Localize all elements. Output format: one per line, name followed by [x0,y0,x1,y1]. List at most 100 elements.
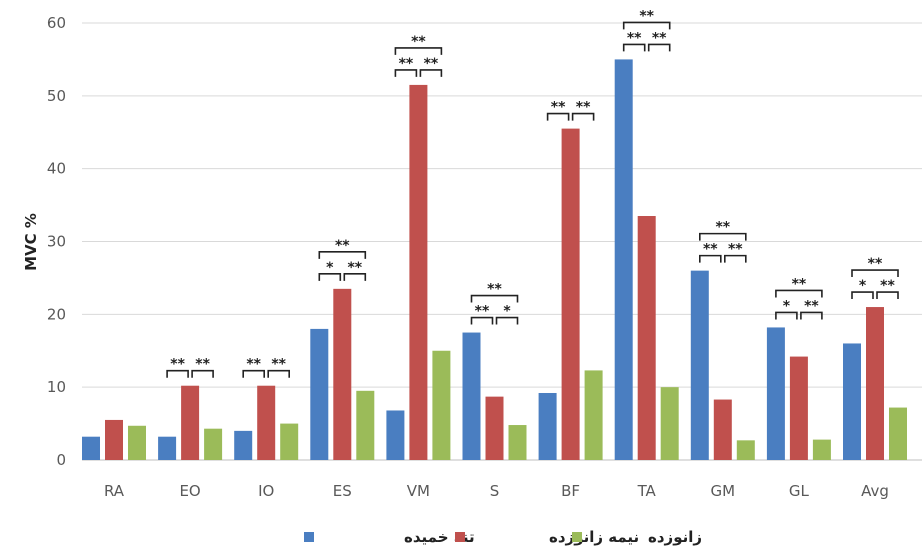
legend-item-1: تنه خمیده [304,528,475,546]
bar-avg-series-3 [889,407,907,460]
legend-item-2: نیمه زانوزده [455,528,639,546]
bracket-vm-2-3: ** [419,56,443,77]
bracket-es-1-2: * [318,260,342,281]
significance-markers: ** ** ** *** ****** ****** ***** **** ****** ****… [166,8,899,378]
x-tick-label: Avg [861,482,889,500]
bracket-gl-1-2: * [775,298,798,320]
bracket-avg-1-2: * [851,278,874,300]
significance-label: ** [271,357,286,373]
legend-swatch [304,532,314,542]
significance-label: ** [703,242,718,258]
significance-label: ** [792,276,807,292]
bracket-vm-1-3: ** [394,34,443,55]
bar-gl-series-3 [812,439,831,460]
significance-label: ** [335,238,350,254]
y-tick-label: 20 [47,305,66,323]
significance-label: ** [715,220,730,236]
bar-bf-series-2 [561,128,580,460]
bracket-bf-2-3: ** [571,100,595,121]
significance-label: ** [880,278,895,294]
x-tick-label: GL [789,482,810,500]
bar-s-series-2 [485,396,504,460]
x-tick-label: TA [637,482,657,500]
bracket-es-1-3: ** [318,238,367,259]
bracket-ta-1-2: ** [622,30,646,52]
significance-label: ** [195,357,210,373]
y-tick-label: 60 [47,14,66,32]
significance-label: ** [551,100,566,116]
bar-gm-series-3 [736,440,755,460]
bar-bf-series-1 [538,392,557,460]
y-axis-label: MVC % [22,213,40,271]
significance-label: ** [728,242,743,258]
x-tick-label: GM [711,482,736,500]
legend: تنه خمیده نیمه زانوزده زانوزده [304,528,702,546]
bar-gl-series-1 [766,327,785,460]
bar-bf-series-3 [584,370,603,460]
bracket-bf-1-2: ** [546,100,570,121]
y-tick-label: 10 [47,378,66,396]
y-tick-label: 50 [47,87,66,105]
bar-avg-series-1 [843,343,861,460]
significance-label: * [783,298,791,314]
bar-s-series-3 [508,425,527,460]
x-axis-ticks: RA EO IO ES VM S BF TA GM GL Avg [104,482,889,500]
significance-label: ** [868,256,883,272]
legend-swatch [572,532,582,542]
bar-eo-series-2 [181,385,200,460]
bracket-gm-2-3: ** [724,242,747,263]
significance-label: ** [246,357,261,373]
significance-label: ** [399,56,414,72]
bracket-gm-1-2: ** [699,242,722,263]
bar-gm-series-2 [713,399,732,460]
bar-eo-series-1 [158,436,177,460]
legend-swatch [455,532,465,542]
bracket-s-2-3: * [495,304,519,325]
bar-ra-series-3 [128,425,146,460]
bar-vm-series-2 [409,84,428,461]
bracket-ta-2-3: ** [647,30,671,52]
significance-label: * [326,260,334,276]
bar-io-series-2 [257,385,276,460]
significance-label: * [503,304,511,320]
x-tick-label: ES [333,482,352,500]
bracket-io-1-2: ** [242,357,265,378]
gridlines [82,22,922,461]
y-axis-ticks: 0 10 20 30 40 50 60 [47,14,66,469]
bar-es-series-2 [333,288,352,460]
bracket-gl-2-3: ** [800,298,823,320]
significance-label: ** [487,282,502,298]
significance-label: ** [170,357,185,373]
bar-es-series-1 [310,328,329,460]
bracket-eo-1-2: ** [166,357,189,378]
significance-label: ** [576,100,591,116]
significance-label: ** [639,8,654,24]
bracket-ta-1-3: ** [622,8,671,30]
bracket-gm-1-3: ** [699,220,747,241]
bar-vm-series-1 [386,410,405,460]
x-tick-label: EO [179,482,200,500]
bar-avg-series-2 [866,307,884,460]
bar-ta-series-3 [660,387,679,460]
bracket-avg-2-3: ** [876,278,899,300]
legend-label: زانوزده [648,528,702,546]
bar-gl-series-2 [789,356,808,460]
bracket-s-1-2: ** [470,304,494,325]
bracket-io-2-3: ** [267,357,290,378]
bracket-es-2-3: ** [343,260,367,281]
legend-label: نیمه زانوزده [549,528,639,546]
bar-ta-series-1 [614,59,633,461]
bar-es-series-3 [356,390,375,460]
bar-ra-series-2 [105,419,123,460]
significance-label: ** [627,30,642,46]
bar-gm-series-1 [690,270,709,460]
bar-s-series-1 [462,332,481,460]
bar-ra-series-1 [82,436,100,460]
significance-label: ** [347,260,362,276]
bar-vm-series-3 [432,350,451,460]
significance-label: ** [652,30,667,46]
bracket-s-1-3: ** [470,282,519,303]
bar-io-series-3 [280,423,299,460]
y-tick-label: 30 [47,233,66,251]
significance-label: * [859,278,867,294]
